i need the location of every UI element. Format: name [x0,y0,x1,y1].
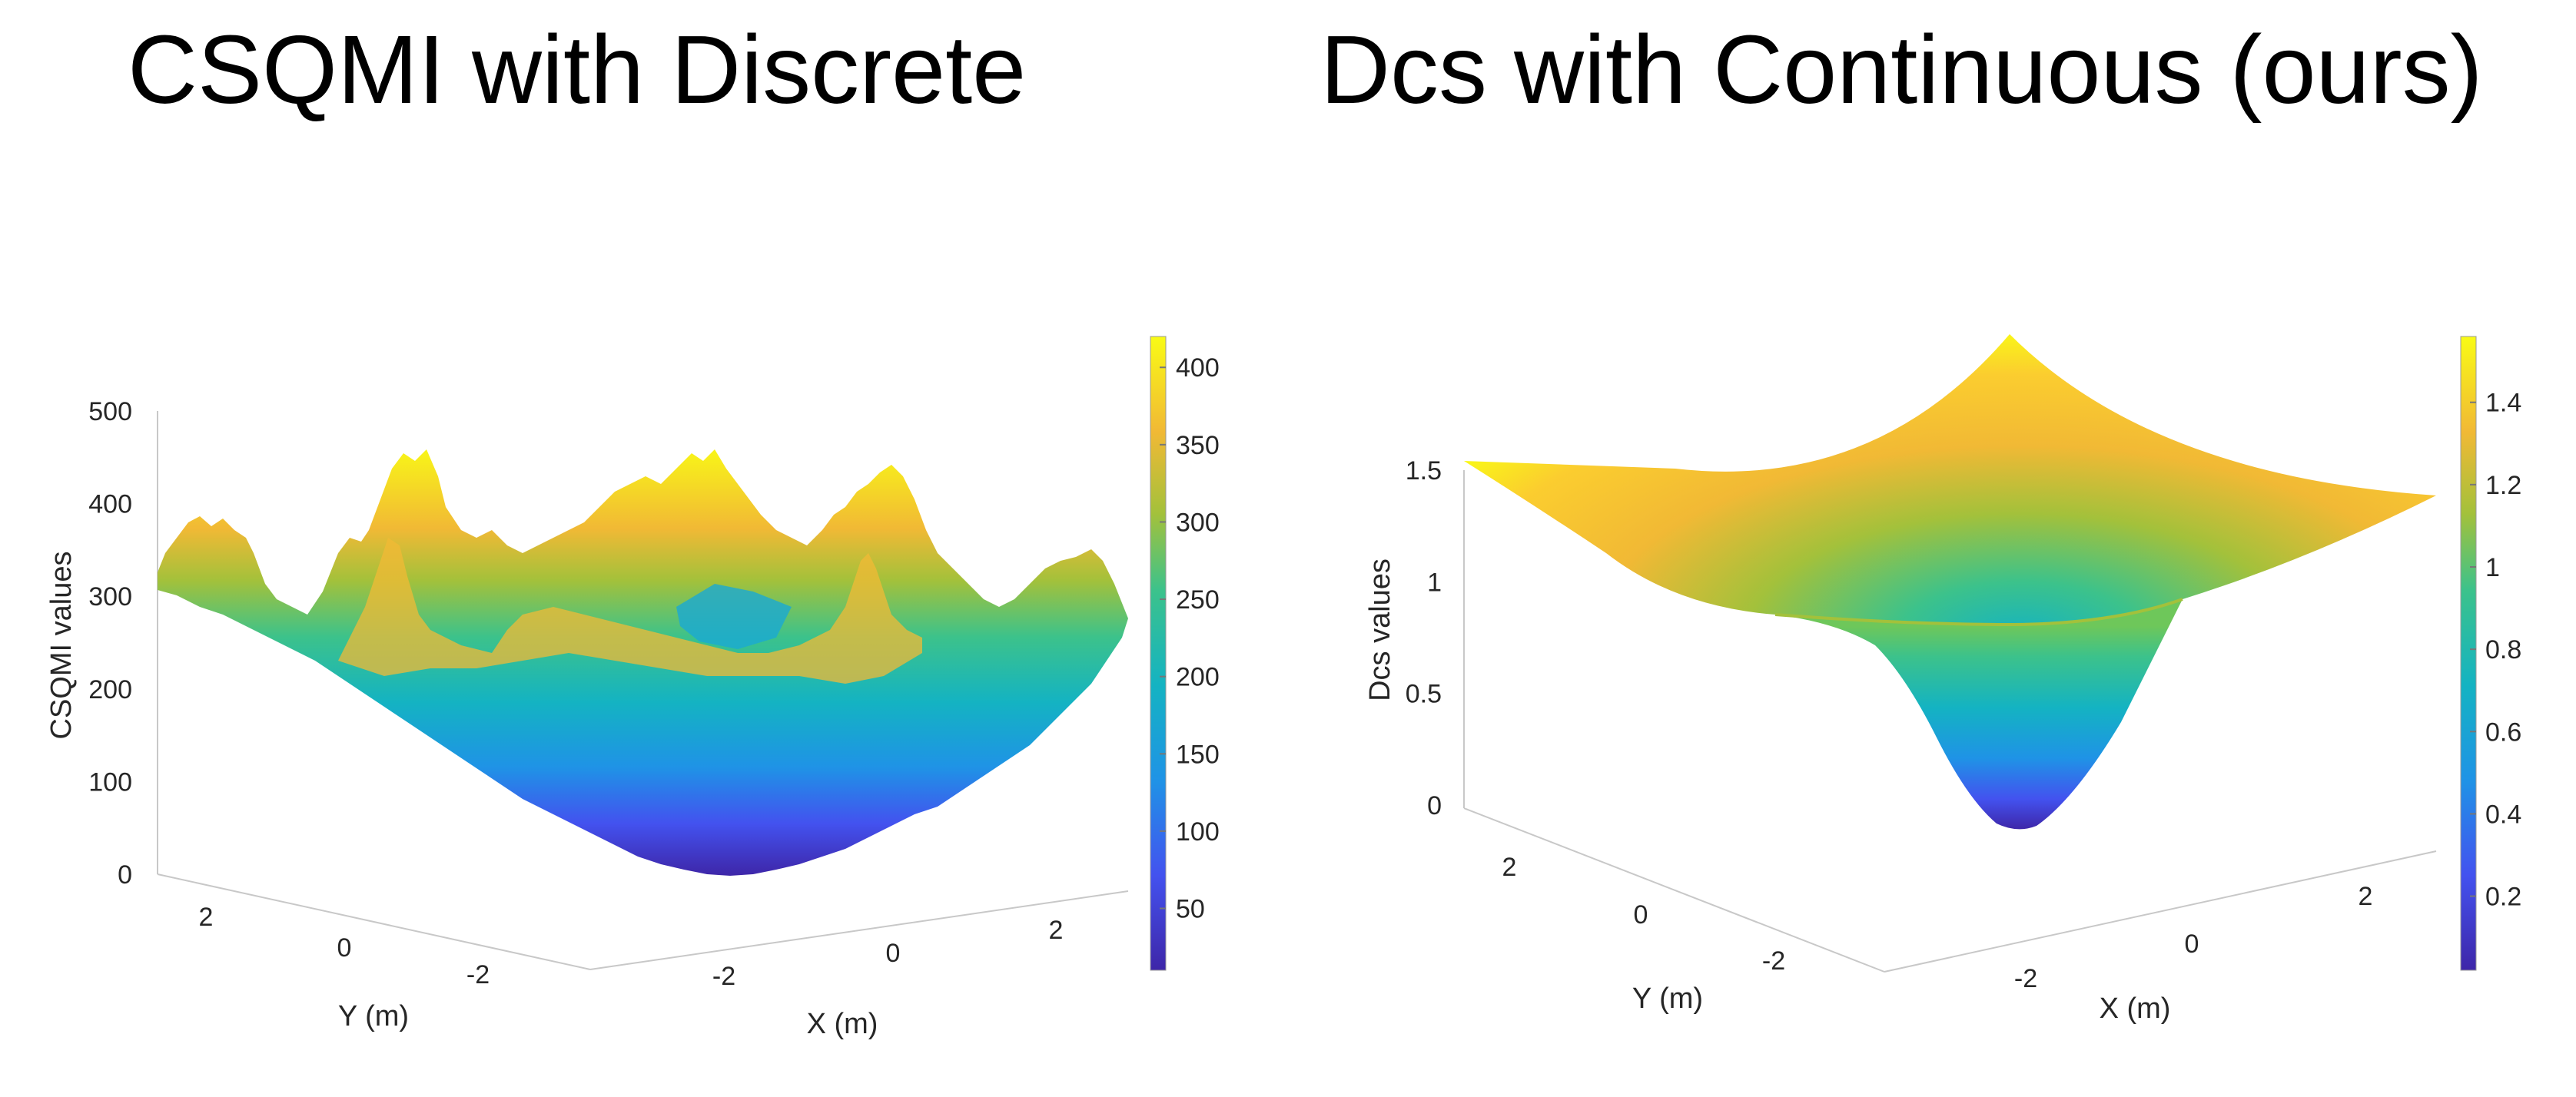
left-colorbar [1150,336,1167,971]
left-front-ridge [338,538,922,684]
right-colorbar-tick-label: 1 [2485,553,2500,582]
right-xlabel: X (m) [2100,993,2171,1025]
left-y-tick-label: 2 [199,903,214,932]
right-x-tick-label: -2 [2014,964,2037,993]
right-surface-back [1464,334,2436,625]
left-z-tick-label: 300 [88,582,132,611]
left-z-tick-label: 100 [88,767,132,797]
right-axes-lines [1463,470,2437,973]
right-z-tick-label: 1 [1427,568,1442,597]
left-z-tick-label: 0 [118,860,132,890]
right-colorbar-tick-label: 0.8 [2485,635,2521,664]
right-x-tick-label: 0 [2185,930,2199,959]
left-colorbar-ticks: 50 100 150 200 250 300 350 400 [1160,353,1220,924]
right-y-tick-label: 0 [1634,900,1648,930]
right-chart-title: Dcs with Continuous (ours) [1320,15,2483,124]
right-surface-funnel [1775,599,2183,830]
right-y-tick-label: -2 [1762,946,1785,976]
left-colorbar-tick-label: 200 [1176,663,1220,692]
left-y-tick-label: 0 [337,933,352,963]
left-y-tick-label: -2 [466,960,490,989]
left-z-tick-labels: 0 100 200 300 400 500 [88,397,132,890]
left-z-tick-label: 400 [88,490,132,519]
right-z-tick-labels: 0 0.5 1 1.5 [1406,456,1442,820]
left-colorbar-tick-label: 150 [1176,740,1220,769]
right-x-tick-label: 2 [2359,882,2373,911]
left-colorbar-tick-label: 100 [1176,817,1220,847]
left-x-tick-label: 2 [1049,916,1064,945]
left-x-tick-label: -2 [712,962,735,991]
right-colorbar-tick-label: 1.4 [2485,389,2521,418]
right-chart: 0 0.5 1 1.5 2 0 -2 -2 0 2 0.2 0.4 0.6 0.8 1 1.2 1.4 D… [1364,334,2521,1025]
right-colorbar-tick-label: 0.6 [2485,718,2521,747]
left-chart: 0 100 200 300 400 500 2 0 -2 -2 0 2 50 100 150 200 25… [45,336,1220,1040]
left-zlabel: CSQMI values [45,552,78,740]
right-z-tick-label: 0.5 [1406,680,1442,709]
right-colorbar-tick-label: 0.2 [2485,883,2521,912]
right-z-tick-label: 0 [1427,791,1442,820]
left-x-tick-label: 0 [886,939,901,968]
left-colorbar-tick-label: 350 [1176,431,1220,460]
left-z-tick-label: 200 [88,675,132,704]
left-colorbar-tick-label: 250 [1176,585,1220,615]
right-y-tick-label: 2 [1502,853,1517,882]
right-colorbar-tick-label: 0.4 [2485,800,2521,829]
right-ylabel: Y (m) [1632,983,1703,1015]
left-z-tick-label: 500 [88,397,132,426]
left-axes-lines [157,411,1129,970]
left-x-tick-labels: -2 0 2 [712,916,1064,991]
right-z-tick-label: 1.5 [1406,456,1442,486]
left-colorbar-tick-label: 400 [1176,353,1220,383]
left-ylabel: Y (m) [338,1000,409,1032]
left-colorbar-tick-label: 50 [1176,895,1205,924]
left-xlabel: X (m) [807,1008,878,1040]
right-y-tick-labels: 2 0 -2 [1502,853,1786,976]
right-zlabel: Dcs values [1364,558,1396,701]
right-colorbar-tick-label: 1.2 [2485,471,2521,500]
left-colorbar-tick-label: 300 [1176,508,1220,537]
left-y-tick-labels: 2 0 -2 [199,903,490,989]
left-center-dip [676,584,792,649]
right-x-tick-labels: -2 0 2 [2014,882,2373,993]
right-colorbar [2460,336,2477,971]
left-chart-title: CSQMI with Discrete [128,15,1027,124]
right-colorbar-ticks: 0.2 0.4 0.6 0.8 1 1.2 1.4 [2470,389,2521,912]
right-surface-rim [1774,598,2183,627]
